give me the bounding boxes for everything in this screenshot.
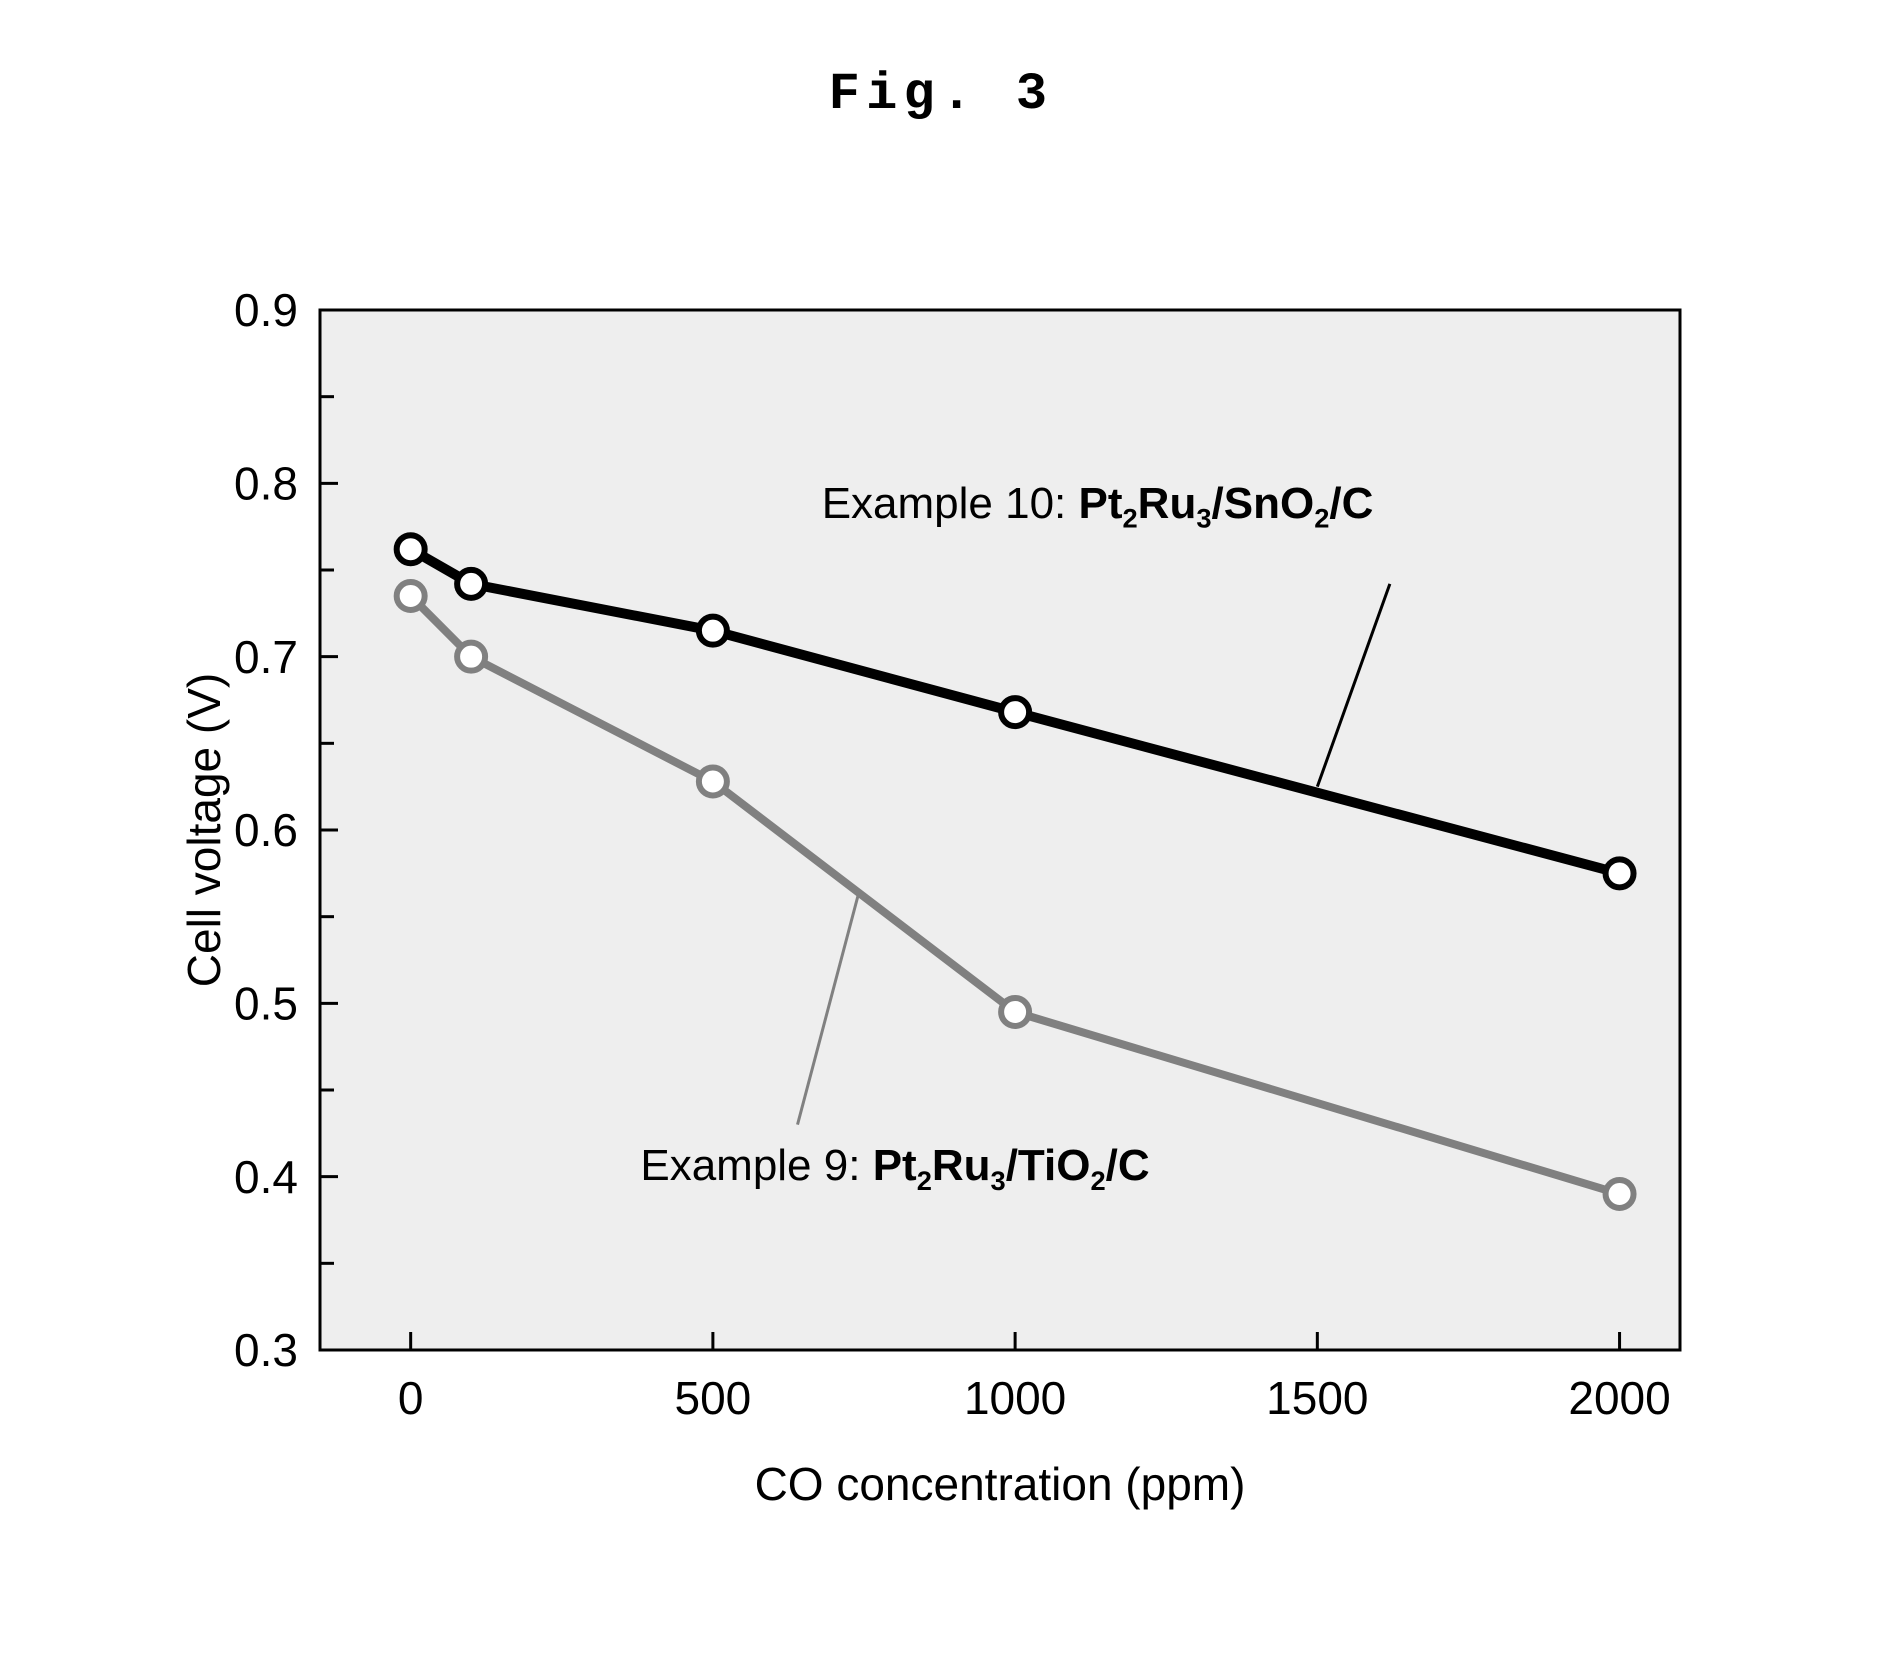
series-annotation-label: Example 9: Pt2Ru3/TiO2/C xyxy=(640,1141,1149,1196)
series-annotation-label: Example 10: Pt2Ru3/SnO2/C xyxy=(822,479,1374,534)
series-marker-example10 xyxy=(397,535,425,563)
series-marker-example10 xyxy=(699,617,727,645)
y-tick-label: 0.8 xyxy=(234,457,298,509)
series-marker-example10 xyxy=(457,570,485,598)
series-marker-example10 xyxy=(1606,859,1634,887)
chart-container: 0.3 0.4 0.5 0.6 0.7 0.8 0.9 0 500 1000 1500 2000 CO … xyxy=(180,270,1730,1550)
x-tick-label: 2000 xyxy=(1568,1372,1670,1424)
y-tick-label: 0.7 xyxy=(234,631,298,683)
x-tick-label: 500 xyxy=(675,1372,752,1424)
x-tick-label: 0 xyxy=(398,1372,424,1424)
y-tick-label: 0.5 xyxy=(234,977,298,1029)
x-tick-label: 1000 xyxy=(964,1372,1066,1424)
series-marker-example9 xyxy=(457,643,485,671)
y-axis-label: Cell voltage (V) xyxy=(180,673,230,987)
y-tick-label: 0.9 xyxy=(234,284,298,336)
series-marker-example9 xyxy=(397,582,425,610)
y-tick-label: 0.3 xyxy=(234,1324,298,1376)
x-axis-label: CO concentration (ppm) xyxy=(755,1458,1246,1510)
series-marker-example9 xyxy=(699,767,727,795)
series-marker-example9 xyxy=(1001,998,1029,1026)
x-tick-label: 1500 xyxy=(1266,1372,1368,1424)
series-marker-example10 xyxy=(1001,698,1029,726)
y-tick-label: 0.4 xyxy=(234,1151,298,1203)
series-marker-example9 xyxy=(1606,1180,1634,1208)
figure-title: Fig. 3 xyxy=(0,65,1882,124)
y-tick-label: 0.6 xyxy=(234,804,298,856)
